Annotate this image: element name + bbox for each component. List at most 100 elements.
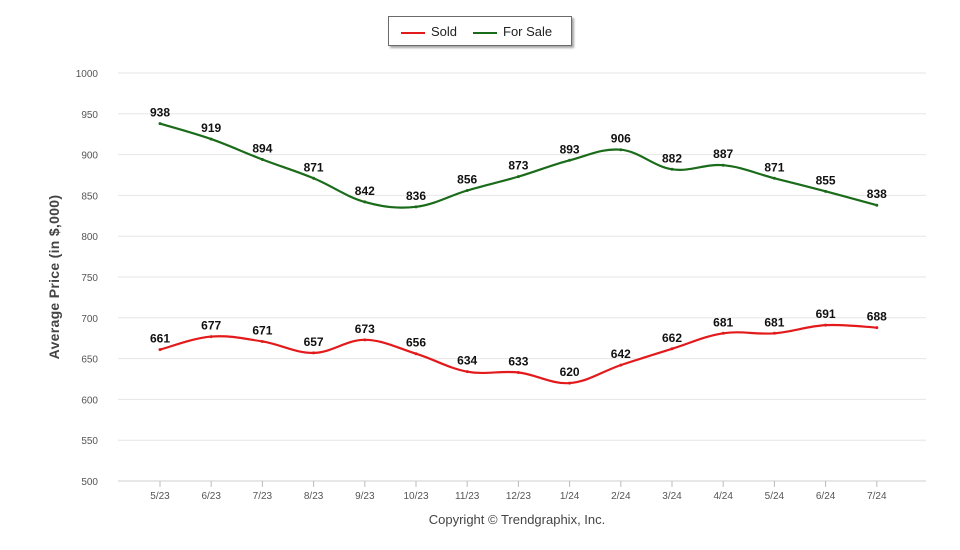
data-label-for-sale: 893 (560, 142, 580, 156)
data-label-for-sale: 871 (764, 160, 784, 174)
data-point-for-sale (721, 163, 725, 167)
x-tick-label: 4/24 (713, 491, 733, 502)
data-point-for-sale (516, 175, 520, 179)
y-tick-label: 900 (81, 151, 98, 162)
data-label-for-sale: 887 (713, 147, 733, 161)
data-point-for-sale (312, 176, 316, 180)
data-point-sold (312, 351, 316, 355)
y-tick-label: 1000 (76, 69, 99, 80)
legend-item-sold[interactable]: Sold (401, 24, 457, 39)
data-label-for-sale: 842 (355, 184, 375, 198)
y-tick-label: 950 (81, 110, 98, 121)
data-label-for-sale: 836 (406, 189, 426, 203)
data-label-sold: 642 (611, 347, 631, 361)
x-tick-label: 12/23 (506, 491, 531, 502)
data-label-for-sale: 871 (304, 160, 324, 174)
data-label-sold: 677 (201, 319, 221, 333)
data-point-for-sale (414, 205, 418, 209)
data-label-sold: 691 (816, 307, 836, 321)
legend: Sold For Sale (388, 16, 572, 46)
x-tick-label: 5/24 (765, 491, 785, 502)
data-label-for-sale: 894 (252, 141, 272, 155)
data-label-sold: 662 (662, 331, 682, 345)
data-label-for-sale: 919 (201, 121, 221, 135)
x-tick-label: 7/23 (253, 491, 273, 502)
data-point-sold (568, 381, 572, 385)
x-tick-label: 6/23 (201, 491, 221, 502)
y-tick-label: 650 (81, 355, 98, 366)
data-label-sold: 681 (713, 315, 733, 329)
x-tick-label: 11/23 (455, 491, 480, 502)
y-tick-label: 700 (81, 314, 98, 325)
data-label-for-sale: 873 (508, 159, 528, 173)
copyright-text: Copyright © Trendgraphix, Inc. (428, 512, 606, 527)
data-point-sold (875, 326, 879, 330)
data-label-for-sale: 906 (611, 132, 631, 146)
data-label-for-sale: 882 (662, 151, 682, 165)
x-axis-ticks: 5/23 6/23 7/23 8/23 9/23 10/23 11/23 12/23 1/24 2… (150, 481, 887, 502)
x-tick-label: 10/23 (403, 491, 428, 502)
data-point-for-sale (158, 122, 162, 126)
gridlines (118, 72, 926, 482)
y-axis-ticks: 500 550 600 650 700 750 800 850 900 950 1000 (76, 69, 99, 488)
data-point-sold (619, 363, 623, 367)
y-tick-label: 600 (81, 395, 98, 406)
data-label-for-sale: 855 (816, 173, 836, 187)
data-point-sold (209, 335, 213, 339)
data-label-sold: 634 (457, 354, 477, 368)
data-label-for-sale: 838 (867, 187, 887, 201)
series-lines (158, 122, 879, 385)
x-tick-label: 6/24 (816, 491, 836, 502)
y-axis-label: Average Price (in $,000) (46, 194, 62, 360)
x-tick-label: 7/24 (867, 491, 887, 502)
legend-item-for-sale[interactable]: For Sale (473, 24, 552, 39)
data-point-sold (516, 370, 520, 374)
data-point-sold (363, 338, 367, 342)
data-point-for-sale (824, 189, 828, 193)
data-point-for-sale (363, 200, 367, 204)
y-tick-label: 800 (81, 232, 98, 243)
data-point-sold (772, 331, 776, 335)
data-label-sold: 656 (406, 336, 426, 350)
data-label-sold: 620 (560, 365, 580, 379)
legend-label-for-sale: For Sale (503, 24, 553, 39)
data-point-for-sale (670, 167, 674, 171)
x-tick-label: 2/24 (611, 491, 631, 502)
legend-swatch-sold (401, 31, 425, 34)
data-label-sold: 657 (304, 335, 324, 349)
data-point-for-sale (568, 158, 572, 162)
data-label-sold: 633 (508, 354, 528, 368)
data-point-sold (824, 323, 828, 327)
y-tick-label: 550 (81, 436, 98, 447)
y-tick-label: 750 (81, 273, 98, 284)
data-point-sold (414, 352, 418, 356)
x-tick-label: 5/23 (150, 491, 170, 502)
data-point-sold (721, 331, 725, 335)
x-tick-label: 1/24 (560, 491, 580, 502)
data-label-for-sale: 856 (457, 173, 477, 187)
data-point-for-sale (260, 157, 264, 161)
data-point-for-sale (619, 148, 623, 152)
y-tick-label: 850 (81, 191, 98, 202)
data-point-for-sale (875, 203, 879, 207)
data-point-for-sale (465, 189, 469, 193)
data-point-sold (465, 370, 469, 374)
data-label-sold: 673 (355, 322, 375, 336)
data-label-sold: 681 (764, 315, 784, 329)
x-tick-label: 8/23 (304, 491, 324, 502)
data-point-sold (260, 339, 264, 343)
data-point-for-sale (772, 176, 776, 180)
data-point-sold (670, 347, 674, 351)
data-label-sold: 661 (150, 332, 170, 346)
data-label-for-sale: 938 (150, 106, 170, 120)
data-label-sold: 688 (867, 310, 887, 324)
x-tick-label: 9/23 (355, 491, 375, 502)
data-point-for-sale (209, 137, 213, 141)
data-label-sold: 671 (252, 323, 272, 337)
data-point-sold (158, 348, 162, 352)
legend-label-sold: Sold (431, 24, 458, 39)
y-tick-label: 500 (81, 477, 98, 488)
data-labels: 661 677 671 657 673 656 634 633 620 642 662 681 681 6… (150, 106, 887, 379)
legend-swatch-for-sale (473, 31, 497, 34)
